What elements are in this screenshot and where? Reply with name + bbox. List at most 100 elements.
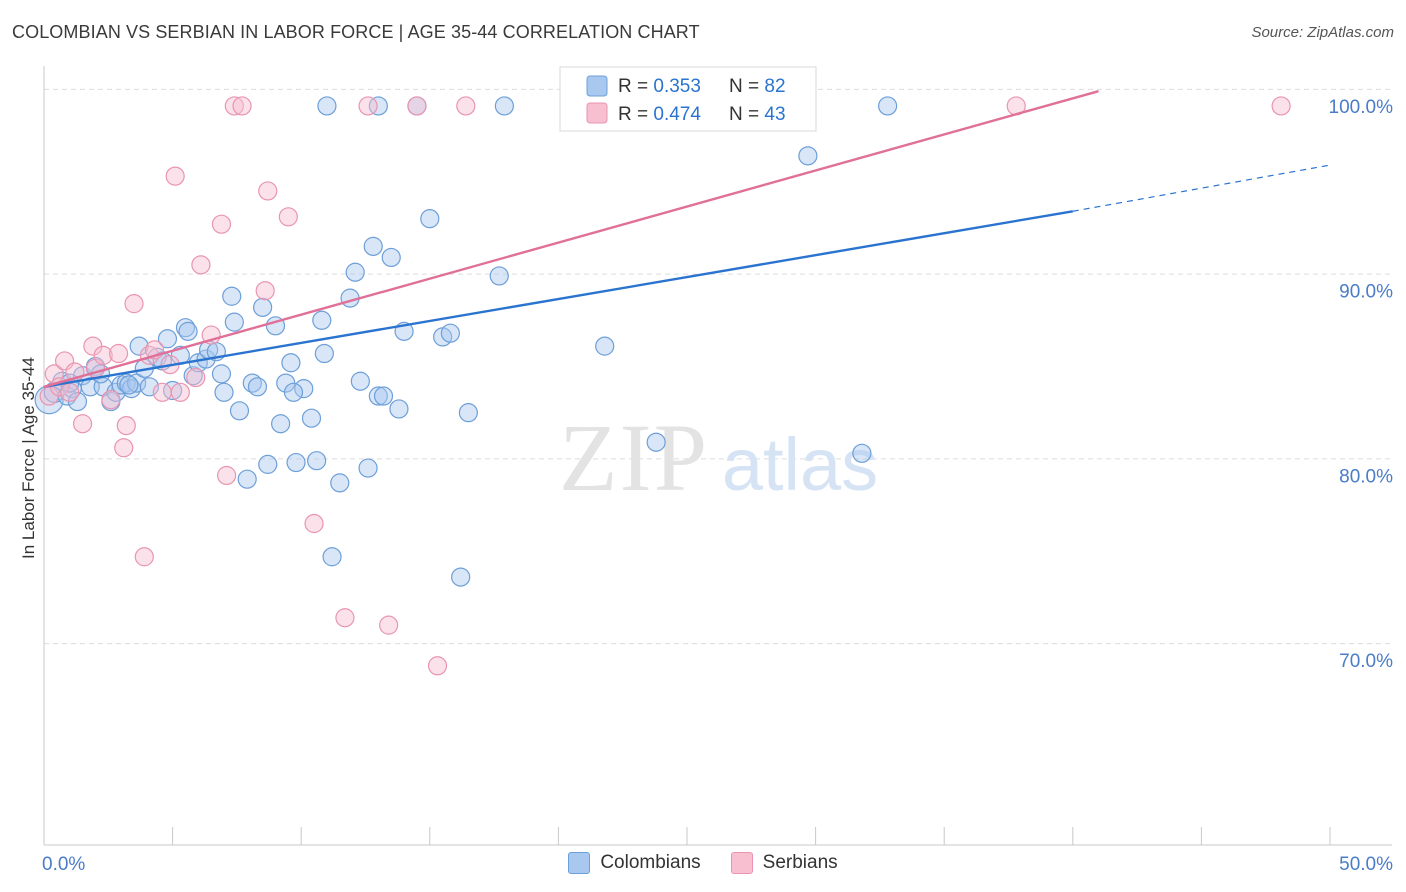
- serbians-point: [108, 343, 129, 364]
- colombians-point: [381, 247, 401, 268]
- serbians-point: [134, 547, 154, 567]
- colombians-point: [301, 408, 322, 428]
- colombians-point: [222, 286, 242, 306]
- colombians-point: [389, 399, 409, 419]
- colombians-point: [358, 458, 378, 478]
- serbians-point: [116, 415, 136, 436]
- bottom-legend-label-serbians: Serbians: [762, 852, 838, 873]
- colombians-point: [345, 262, 365, 282]
- colombians-point: [286, 452, 306, 473]
- colombians-point: [258, 454, 278, 474]
- axes-layer: [43, 66, 1392, 846]
- colombians-point: [229, 401, 250, 421]
- serbians-point: [255, 281, 275, 301]
- colombians-point: [178, 321, 198, 341]
- serbians-trend-line: [43, 90, 1099, 388]
- serbians-point: [217, 465, 237, 486]
- colombians-point: [214, 382, 234, 402]
- colombians-point: [595, 336, 615, 356]
- legend-n-value-serbians: 43: [764, 104, 785, 125]
- serbians-point: [304, 513, 324, 534]
- svg-text:R = 0.474: R = 0.474: [618, 104, 701, 125]
- serbians-point: [165, 166, 185, 186]
- serbians-point: [278, 207, 298, 227]
- bottom-legend-swatch-colombians: [568, 852, 591, 874]
- y-tick-label: 70.0%: [1339, 651, 1393, 672]
- serbians-point: [358, 96, 378, 116]
- legend-r-value-colombians: 0.353: [653, 76, 701, 97]
- x-tick-label: 0.0%: [42, 854, 85, 875]
- legend-box: R = 0.353 N = 82 R = 0.474 N = 43: [559, 66, 817, 132]
- grid-layer: [44, 88, 1392, 645]
- colombians-points: [34, 96, 898, 587]
- y-tick-label: 100.0%: [1329, 97, 1394, 118]
- legend-swatch-colombians: [586, 75, 608, 97]
- colombians-point: [314, 343, 334, 364]
- serbians-point: [191, 255, 211, 275]
- serbians-point: [224, 96, 244, 116]
- watermark-zip: ZIP: [559, 404, 709, 511]
- legend-r-label-colombians: R =: [618, 76, 653, 97]
- y-tick-label: 90.0%: [1339, 282, 1393, 303]
- colombians-point: [271, 414, 291, 434]
- colombians-point: [878, 96, 898, 116]
- watermark-atlas: atlas: [722, 423, 878, 506]
- colombians-point: [294, 379, 314, 399]
- serbians-point: [124, 294, 144, 314]
- legend-r-label-serbians: R =: [618, 104, 653, 125]
- serbians-point: [427, 656, 448, 676]
- colombians-point: [317, 96, 337, 116]
- colombians-point: [373, 386, 394, 406]
- colombians-point: [237, 469, 257, 489]
- y-tick-labels: 100.0% 90.0% 80.0% 70.0%: [1329, 97, 1394, 672]
- colombians-point: [368, 386, 388, 406]
- colombians-point: [211, 364, 232, 384]
- x-tick-labels: 0.0% 50.0%: [42, 854, 1393, 875]
- colombians-point: [283, 382, 304, 402]
- serbians-point: [1271, 96, 1291, 116]
- colombians-point: [363, 236, 383, 256]
- serbians-point: [186, 367, 206, 388]
- svg-text:R = 0.353: R = 0.353: [618, 76, 701, 97]
- serbians-point: [72, 414, 93, 434]
- bottom-legend-serbians: Serbians: [730, 852, 838, 874]
- colombians-point: [330, 473, 350, 493]
- legend-n-label-serbians: N =: [729, 104, 764, 125]
- colombians-point: [420, 209, 440, 229]
- serbians-point: [114, 438, 134, 458]
- colombians-point: [440, 323, 460, 343]
- serbians-point: [60, 382, 80, 402]
- chart-title: COLOMBIAN VS SERBIAN IN LABOR FORCE | AG…: [12, 22, 700, 42]
- colombians-point: [242, 373, 262, 393]
- chart-source: Source: ZipAtlas.com: [1251, 24, 1394, 41]
- colombians-point: [458, 403, 478, 423]
- serbians-point: [152, 382, 172, 402]
- legend-n-value-colombians: 82: [764, 76, 785, 97]
- colombians-point: [646, 432, 666, 452]
- colombians-point: [119, 375, 139, 395]
- bottom-legend: Colombians Serbians: [0, 852, 1406, 874]
- serbians-point: [232, 96, 252, 116]
- colombians-point: [253, 297, 273, 317]
- y-tick-label: 80.0%: [1339, 466, 1393, 487]
- colombians-point: [224, 312, 244, 332]
- colombians-point: [281, 353, 301, 373]
- colombians-point: [307, 451, 327, 471]
- watermark: ZIP atlas: [559, 404, 878, 511]
- colombians-trend-line: [43, 210, 1074, 388]
- serbians-point: [456, 96, 476, 116]
- colombians-point: [798, 146, 818, 166]
- serbians-point: [258, 181, 278, 201]
- colombians-point: [322, 547, 342, 567]
- colombians-point: [312, 310, 332, 330]
- bottom-legend-swatch-serbians: [730, 852, 753, 874]
- y-axis-label: In Labor Force | Age 35-44: [19, 357, 38, 559]
- serbians-point: [407, 96, 427, 116]
- serbians-point: [379, 615, 399, 635]
- legend-r-value-serbians: 0.474: [653, 104, 701, 125]
- colombians-point: [494, 96, 514, 116]
- colombians-point: [247, 377, 268, 397]
- bottom-legend-label-colombians: Colombians: [600, 852, 701, 873]
- colombians-trend-extension: [1072, 164, 1331, 212]
